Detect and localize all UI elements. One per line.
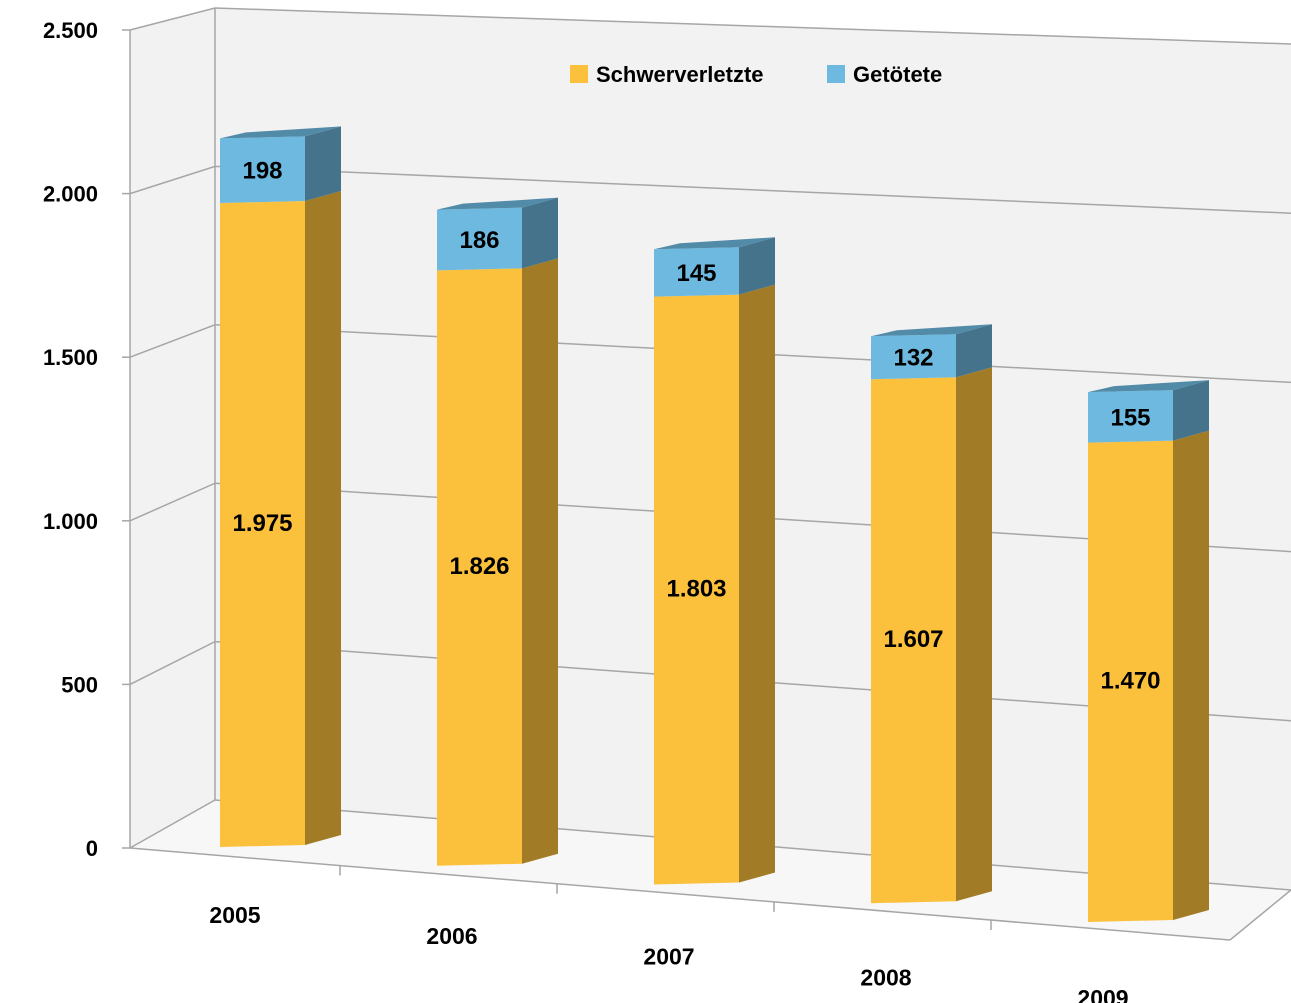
bar-top [1088, 380, 1209, 393]
x-axis-side-line [1229, 889, 1291, 941]
data-label: 1.607 [883, 626, 943, 653]
bar-side-schwerverletzte [522, 258, 558, 864]
bar-side-schwerverletzte [956, 367, 992, 902]
y-tick-label: 2.000 [43, 182, 98, 207]
legend-label: Schwerverletzte [596, 62, 764, 87]
bar-side-getoetete [522, 197, 558, 269]
legend-swatch-getoetete [827, 65, 845, 83]
bar-side-getoetete [305, 126, 341, 201]
data-label: 1.803 [666, 576, 726, 603]
data-label: 145 [676, 260, 716, 287]
data-label: 132 [893, 345, 933, 372]
bar-front-schwerverletzte [871, 377, 956, 904]
bar-top [437, 197, 558, 210]
bar-top [654, 237, 775, 250]
bars [220, 126, 1209, 922]
bar-side-getoetete [956, 324, 992, 378]
data-label: 1.470 [1100, 667, 1160, 694]
data-label: 155 [1110, 404, 1150, 431]
data-label: 1.975 [232, 510, 292, 537]
x-tick-label: 2007 [643, 944, 694, 970]
legend-label: Getötete [853, 62, 942, 87]
side-wall [130, 8, 215, 848]
y-tick-label: 0 [86, 836, 98, 861]
x-tick-label: 2008 [860, 964, 911, 990]
bar-front-getoetete [1088, 390, 1173, 443]
y-tick-label: 2.500 [43, 18, 98, 43]
legend: Schwerverletzte Getötete [570, 62, 942, 87]
bar-side-getoetete [1173, 380, 1209, 441]
x-tick-label: 2005 [209, 902, 260, 928]
x-tick-label: 2009 [1077, 985, 1128, 1003]
data-label: 186 [459, 227, 499, 254]
bar-front-getoetete [437, 207, 522, 271]
data-label: 1.826 [449, 553, 509, 580]
data-labels: 1.975 198 2005 1.826 186 2006 1.803 145 2007 1.60… [209, 158, 1160, 1003]
x-tick-label: 2006 [426, 923, 477, 949]
y-tick-label: 1.500 [43, 345, 98, 370]
bar-front-getoetete [654, 247, 739, 297]
bar-front-schwerverletzte [1088, 440, 1173, 922]
y-tick-label: 1.000 [43, 509, 98, 534]
y-tick-label: 500 [61, 672, 98, 697]
bar-front-schwerverletzte [437, 268, 522, 866]
bar-front-getoetete [220, 136, 305, 203]
bar-front-schwerverletzte [220, 201, 305, 847]
bar-side-schwerverletzte [1173, 430, 1209, 920]
bar-front-getoetete [871, 334, 956, 380]
legend-swatch-schwerverletzte [570, 65, 588, 83]
bar-side-schwerverletzte [305, 191, 341, 845]
x-axis-line [129, 847, 1231, 941]
data-label: 198 [242, 158, 282, 185]
axes: 0 500 1.000 1.500 2.000 2.500 [43, 8, 1291, 941]
bar-top [220, 126, 341, 139]
bar-top [871, 324, 992, 337]
bar-side-getoetete [739, 237, 775, 295]
bar-front-schwerverletzte [654, 294, 739, 885]
bar-side-schwerverletzte [739, 284, 775, 883]
